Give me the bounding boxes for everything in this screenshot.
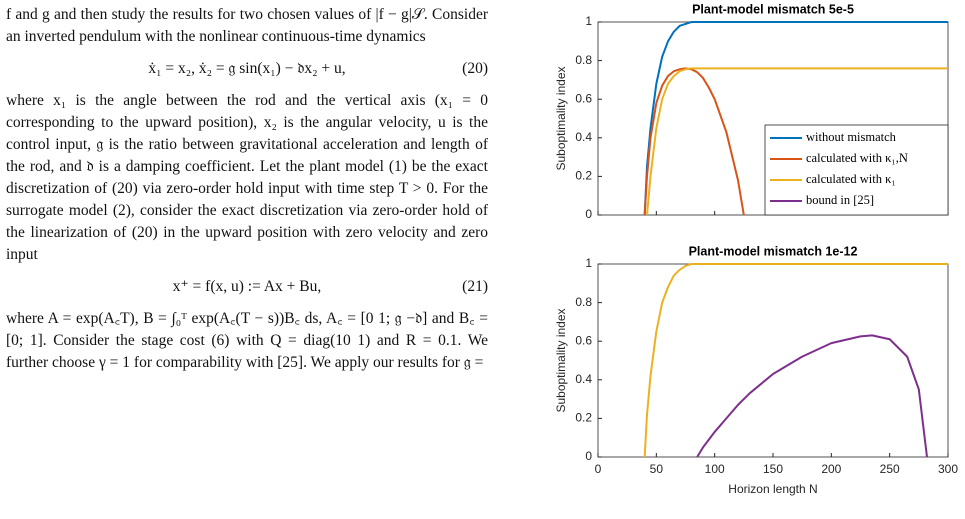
equation: ẋ₁ = x₂, ẋ₂ = 𝔤 sin(x₁) − 𝔡x₂ + u, (20): [6, 58, 488, 80]
series-line: [696, 334, 928, 458]
y-tick-label: 0: [585, 449, 592, 463]
text-column: f and g and then study the results for t…: [6, 4, 488, 374]
x-tick-label: 300: [938, 462, 958, 476]
legend-label: without mismatch: [806, 130, 897, 144]
y-tick-label: 1: [585, 256, 592, 270]
plot-frame: [597, 263, 949, 458]
series-line: [643, 67, 745, 216]
y-tick-label: 0.4: [575, 130, 592, 144]
x-tick-label: 150: [763, 462, 783, 476]
x-tick-label: 250: [880, 462, 900, 476]
y-axis-label: Suboptimality index: [554, 66, 568, 170]
paragraph: where x₁ is the angle between the rod an…: [6, 92, 488, 263]
y-axis-label: Suboptimality index: [554, 308, 568, 412]
y-tick-label: 0.6: [575, 333, 592, 347]
equation: x⁺ = f(x, u) := Ax + Bu, (21): [6, 276, 488, 298]
legend-label: calculated with κ₁,N: [806, 151, 908, 165]
chart-title: Plant-model mismatch 1e-12: [689, 244, 858, 258]
y-tick-label: 0.2: [575, 169, 592, 183]
chart-title: Plant-model mismatch 5e-5: [692, 2, 854, 16]
y-tick-label: 0.8: [575, 53, 592, 67]
y-tick-label: 0.2: [575, 411, 592, 425]
equation-body: ẋ₁ = x₂, ẋ₂ = 𝔤 sin(x₁) − 𝔡x₂ + u,: [148, 60, 346, 77]
y-tick-label: 1: [585, 14, 592, 28]
series-line: [643, 263, 948, 458]
y-tick-label: 0.6: [575, 91, 592, 105]
equation-number: (20): [462, 60, 488, 77]
x-tick-label: 50: [650, 462, 664, 476]
y-tick-label: 0.4: [575, 372, 592, 386]
figure: Plant-model mismatch 5e-5 Suboptimality i…: [554, 2, 958, 496]
legend-label: bound in [25]: [806, 193, 874, 207]
equation-body: x⁺ = f(x, u) := Ax + Bu,: [172, 278, 322, 295]
equation-number: (21): [462, 278, 488, 295]
y-tick-label: 0.8: [575, 295, 592, 309]
x-tick-label: 100: [705, 462, 725, 476]
legend-label: calculated with κ₁: [806, 172, 896, 186]
paragraph: where A = exp(A꜀T), B = ∫₀ᵀ exp(A꜀(T − s…: [6, 310, 488, 371]
x-tick-label: 200: [821, 462, 841, 476]
series-line: [643, 21, 948, 216]
y-tick-label: 0: [585, 207, 592, 221]
x-axis-label: Horizon length N: [728, 482, 817, 496]
series-line: [646, 67, 948, 216]
x-tick-label: 0: [595, 462, 602, 476]
paragraph: f and g and then study the results for t…: [6, 6, 488, 45]
